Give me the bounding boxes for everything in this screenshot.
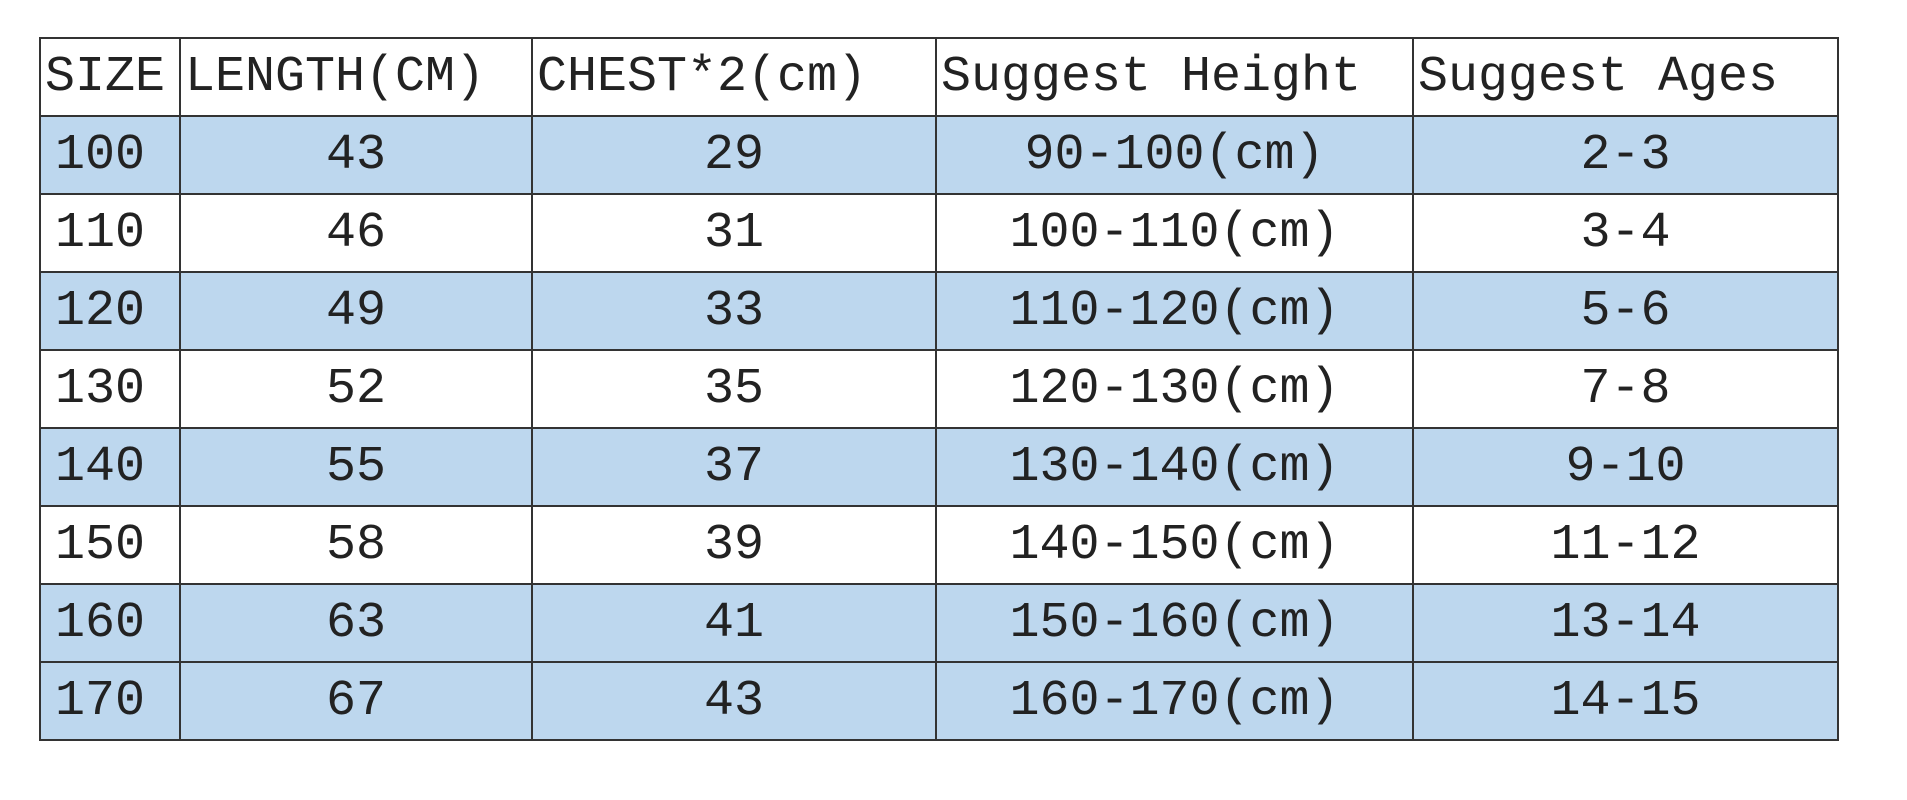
table-cell: 46 (179, 193, 533, 273)
table-cell: 41 (531, 583, 937, 663)
table-cell: 170 (39, 661, 181, 741)
table-row: 160 63 41 150-160(cm) 13-14 (39, 583, 1839, 663)
table-cell: 100 (39, 115, 181, 195)
table-cell: 130-140(cm) (935, 427, 1414, 507)
table-cell: 100-110(cm) (935, 193, 1414, 273)
table-cell: 52 (179, 349, 533, 429)
table-cell: 160 (39, 583, 181, 663)
table-cell: 110-120(cm) (935, 271, 1414, 351)
table-cell: 11-12 (1412, 505, 1839, 585)
table-cell: 37 (531, 427, 937, 507)
table-cell: 13-14 (1412, 583, 1839, 663)
table-cell: 33 (531, 271, 937, 351)
table-cell: 55 (179, 427, 533, 507)
header-cell: Suggest Height (935, 37, 1414, 117)
table-cell: 160-170(cm) (935, 661, 1414, 741)
table-cell: 140 (39, 427, 181, 507)
table-row: 130 52 35 120-130(cm) 7-8 (39, 349, 1839, 429)
table-cell: 150 (39, 505, 181, 585)
table-cell: 67 (179, 661, 533, 741)
table-cell: 110 (39, 193, 181, 273)
header-cell: CHEST*2(cm) (531, 37, 937, 117)
table-row: 110 46 31 100-110(cm) 3-4 (39, 193, 1839, 273)
table-row: 140 55 37 130-140(cm) 9-10 (39, 427, 1839, 507)
table-cell: 39 (531, 505, 937, 585)
table-cell: 3-4 (1412, 193, 1839, 273)
table-cell: 120 (39, 271, 181, 351)
table-cell: 43 (179, 115, 533, 195)
table-row: 100 43 29 90-100(cm) 2-3 (39, 115, 1839, 195)
table-cell: 5-6 (1412, 271, 1839, 351)
table-cell: 35 (531, 349, 937, 429)
table-cell: 150-160(cm) (935, 583, 1414, 663)
table-cell: 63 (179, 583, 533, 663)
table-cell: 9-10 (1412, 427, 1839, 507)
table-cell: 130 (39, 349, 181, 429)
table-cell: 140-150(cm) (935, 505, 1414, 585)
table-row: 170 67 43 160-170(cm) 14-15 (39, 661, 1839, 741)
table-cell: 58 (179, 505, 533, 585)
header-cell: LENGTH(CM) (179, 37, 533, 117)
header-cell: SIZE (39, 37, 181, 117)
table-row: 150 58 39 140-150(cm) 11-12 (39, 505, 1839, 585)
header-row: SIZE LENGTH(CM) CHEST*2(cm) Suggest Height S… (39, 37, 1839, 117)
table-row: 120 49 33 110-120(cm) 5-6 (39, 271, 1839, 351)
table-cell: 43 (531, 661, 937, 741)
table-cell: 31 (531, 193, 937, 273)
table-cell: 49 (179, 271, 533, 351)
size-table: SIZE LENGTH(CM) CHEST*2(cm) Suggest Height S… (39, 37, 1839, 741)
table-cell: 14-15 (1412, 661, 1839, 741)
table-cell: 90-100(cm) (935, 115, 1414, 195)
table-cell: 120-130(cm) (935, 349, 1414, 429)
table-cell: 7-8 (1412, 349, 1839, 429)
table-cell: 2-3 (1412, 115, 1839, 195)
header-cell: Suggest Ages (1412, 37, 1839, 117)
table-cell: 29 (531, 115, 937, 195)
